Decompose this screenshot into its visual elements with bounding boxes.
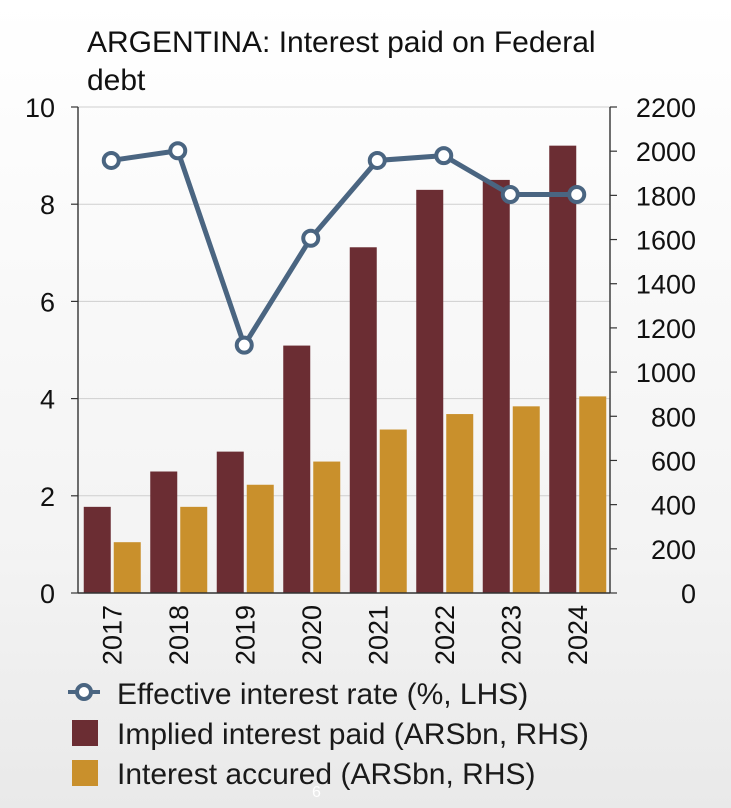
bar-implied-interest-paid <box>416 189 444 593</box>
rate-point <box>434 146 454 166</box>
right-axis-tick-label: 1200 <box>636 314 696 344</box>
x-axis-tick-label: 2020 <box>297 605 327 665</box>
left-axis-tick-label: 4 <box>40 385 55 415</box>
x-axis-tick-label: 2019 <box>230 605 260 665</box>
bar-implied-interest-paid <box>482 179 510 593</box>
x-axis-tick-label: 2023 <box>496 605 526 665</box>
legend: Effective interest rate (%, LHS) Implied … <box>68 678 589 791</box>
rate-point <box>101 150 121 170</box>
bar-interest-accured <box>512 406 540 593</box>
rate-point <box>500 184 520 204</box>
rate-point <box>234 335 254 355</box>
bars <box>83 145 607 593</box>
legend-label: Effective interest rate (%, LHS) <box>117 678 528 711</box>
left-axis-tick-label: 2 <box>40 482 55 512</box>
right-axis-tick-label: 2000 <box>636 137 696 167</box>
axes <box>71 106 617 594</box>
bar-implied-interest-paid <box>283 345 311 593</box>
rate-point <box>301 228 321 248</box>
right-axis-tick-label: 1000 <box>636 358 696 388</box>
x-axis-tick-label: 2017 <box>97 605 127 665</box>
left-axis-tick-label: 0 <box>40 579 55 609</box>
chart-title-line-1: ARGENTINA: Interest paid on Federal <box>87 26 596 59</box>
legend-bar-swatch <box>72 720 98 746</box>
left-axis-tick-label: 10 <box>25 93 55 123</box>
page-number: 6 <box>312 784 321 801</box>
rate-point <box>567 184 587 204</box>
x-axis-tick-label: 2022 <box>430 605 460 665</box>
bar-implied-interest-paid <box>216 451 244 593</box>
right-axis-tick-label: 2200 <box>636 93 696 123</box>
right-axis-tick-label: 400 <box>651 491 696 521</box>
x-axis-tick-label: 2024 <box>563 605 593 665</box>
right-axis-tick-label: 800 <box>651 402 696 432</box>
rate-line-path <box>110 148 577 348</box>
x-axis-tick-label: 2021 <box>363 605 393 665</box>
bar-implied-interest-paid <box>349 247 377 593</box>
rate-point <box>168 141 188 161</box>
x-axis-tick-label: 2018 <box>164 605 194 665</box>
bar-interest-accured <box>313 461 341 593</box>
bar-interest-accured <box>113 542 141 593</box>
right-axis-tick-label: 1800 <box>636 181 696 211</box>
bar-interest-accured <box>446 414 474 593</box>
legend-label: Implied interest paid (ARSbn, RHS) <box>117 718 589 751</box>
right-axis-tick-label: 200 <box>651 535 696 565</box>
rate-point <box>367 150 387 170</box>
legend-marker-swatch <box>75 683 93 701</box>
bar-interest-accured <box>579 396 607 593</box>
left-axis-tick-label: 6 <box>40 287 55 317</box>
bar-implied-interest-paid <box>150 471 178 593</box>
legend-label: Interest accured (ARSbn, RHS) <box>117 758 536 791</box>
bar-implied-interest-paid <box>549 145 577 593</box>
right-axis-tick-label: 600 <box>651 446 696 476</box>
right-axis-tick-label: 1600 <box>636 226 696 256</box>
bar-implied-interest-paid <box>83 506 111 593</box>
left-axis-tick-label: 8 <box>40 190 55 220</box>
tick-labels: 0 2 4 6 8 10 0 200 400 600 800 1000 1200 1400 1600 1800… <box>25 93 696 665</box>
legend-bar-swatch <box>72 760 98 786</box>
right-axis-tick-label: 0 <box>681 579 696 609</box>
chart-title-line-2: debt <box>87 64 146 97</box>
bar-interest-accured <box>180 506 208 593</box>
right-axis-tick-label: 1400 <box>636 270 696 300</box>
rate-line <box>101 141 587 355</box>
bar-interest-accured <box>246 484 274 593</box>
bar-interest-accured <box>379 429 407 593</box>
